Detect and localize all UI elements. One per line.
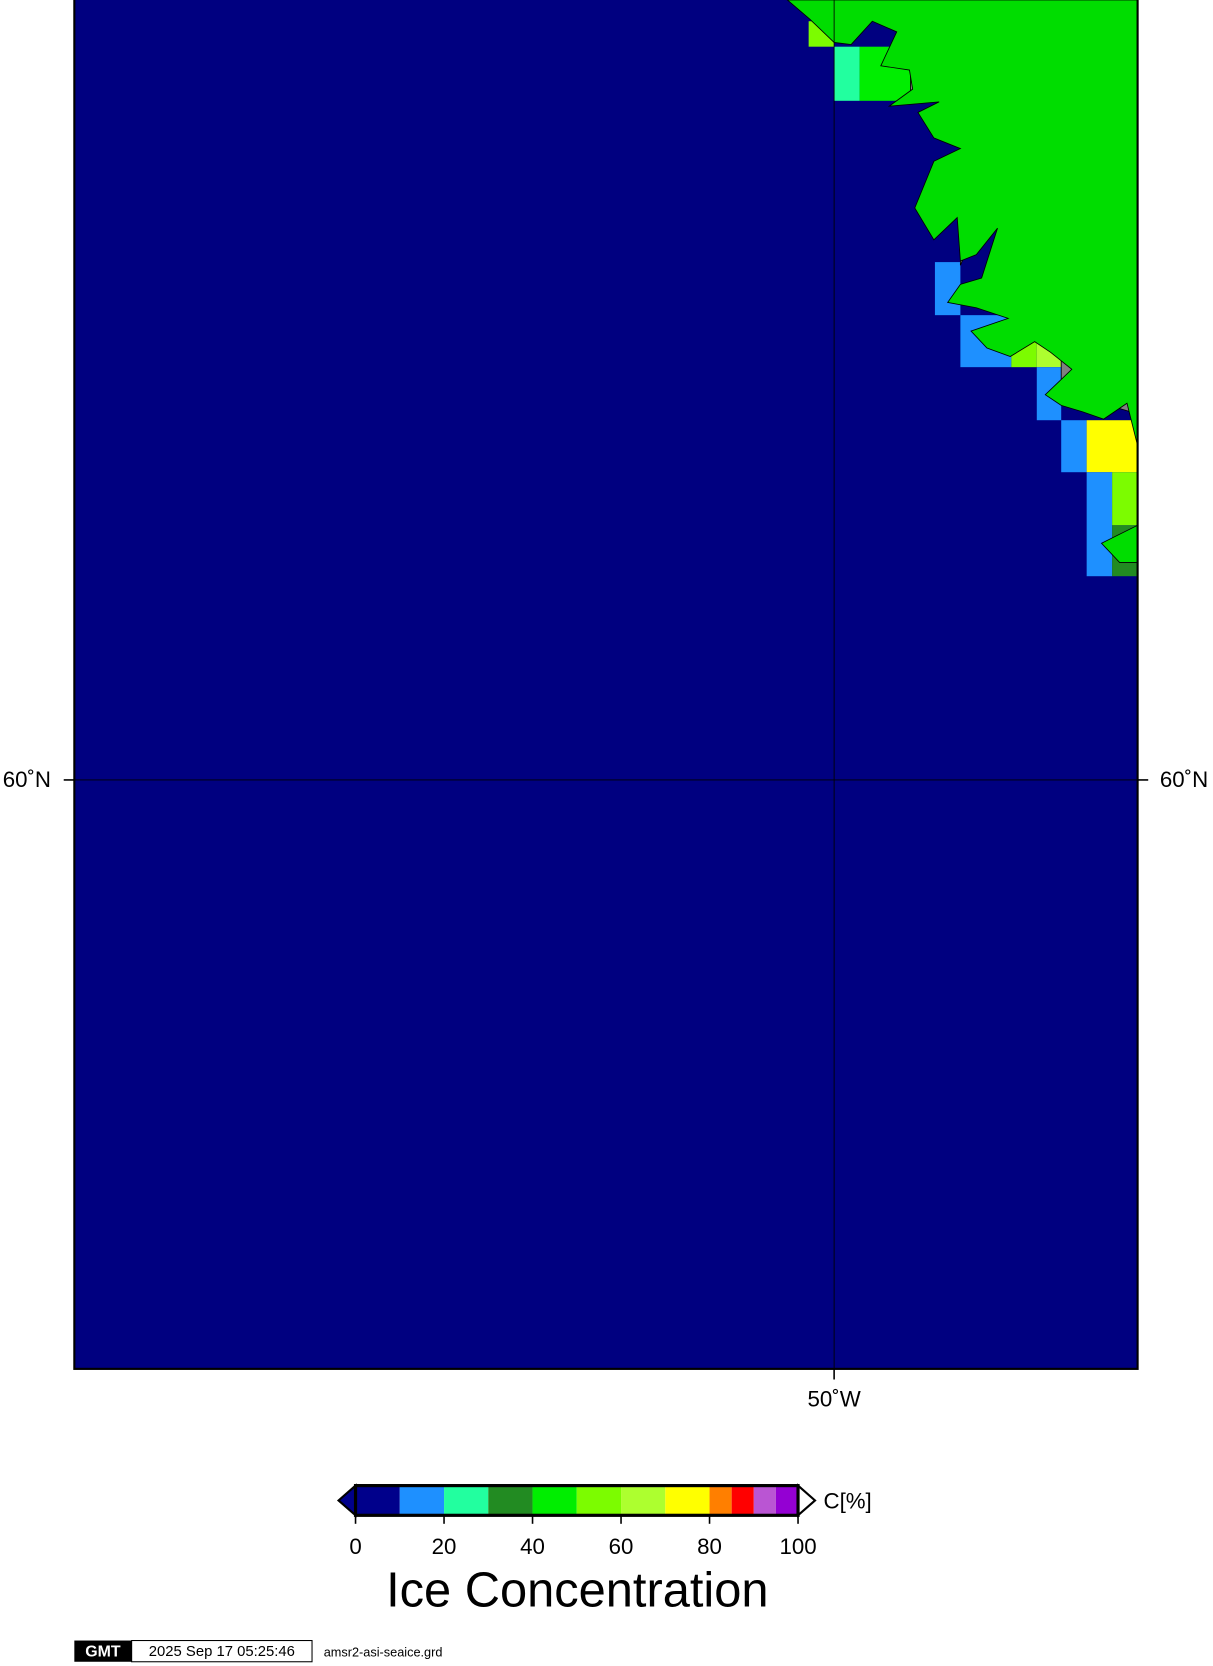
colorbar-segment <box>576 1485 622 1516</box>
timestamp-box <box>131 1640 313 1663</box>
colorbar-tick-label: 60 <box>609 1534 634 1559</box>
lat-label: 60˚N <box>3 767 51 792</box>
file-name: amsr2-asi-seaice.grd <box>324 1645 443 1660</box>
frame <box>73 0 1139 1370</box>
logo: GMT <box>85 1643 121 1660</box>
colorbar-segment <box>621 1485 666 1516</box>
colorbar-frame <box>353 1484 800 1517</box>
land <box>786 0 1139 563</box>
colorbar-tick-label: 40 <box>520 1534 545 1559</box>
colorbar-segment <box>488 1485 533 1516</box>
colorbar-tick-label: 80 <box>697 1534 722 1559</box>
colorbar-tick-label: 20 <box>432 1534 457 1559</box>
colorbar-segment <box>731 1485 754 1516</box>
lon-label: 50˚W <box>808 1387 861 1412</box>
colorbar-arrow <box>796 1483 817 1518</box>
colorbar-tick-label: 100 <box>779 1534 816 1559</box>
colorbar-segment <box>709 1485 732 1516</box>
colorbar-tick-label: 0 <box>349 1534 361 1559</box>
colorbar-segment <box>399 1485 445 1516</box>
colorbar-segment <box>355 1485 400 1516</box>
colorbar: 0 20 40 60 80 100 <box>336 1483 817 1559</box>
timestamp: 2025 Sep 17 05:25:46 <box>149 1644 295 1660</box>
colorbar-title: Ice Concentration <box>386 1564 768 1618</box>
logo-box <box>74 1640 132 1662</box>
colorbar-segment <box>753 1485 776 1516</box>
colorbar-segment <box>444 1485 489 1516</box>
colorbar-segment <box>532 1485 577 1516</box>
colorbar-unit: C[%] <box>824 1488 872 1513</box>
lat-label: 60˚N <box>1160 767 1208 792</box>
colorbar-arrow <box>336 1483 357 1518</box>
colorbar-segment <box>665 1485 710 1516</box>
colorbar-segment <box>775 1485 799 1516</box>
